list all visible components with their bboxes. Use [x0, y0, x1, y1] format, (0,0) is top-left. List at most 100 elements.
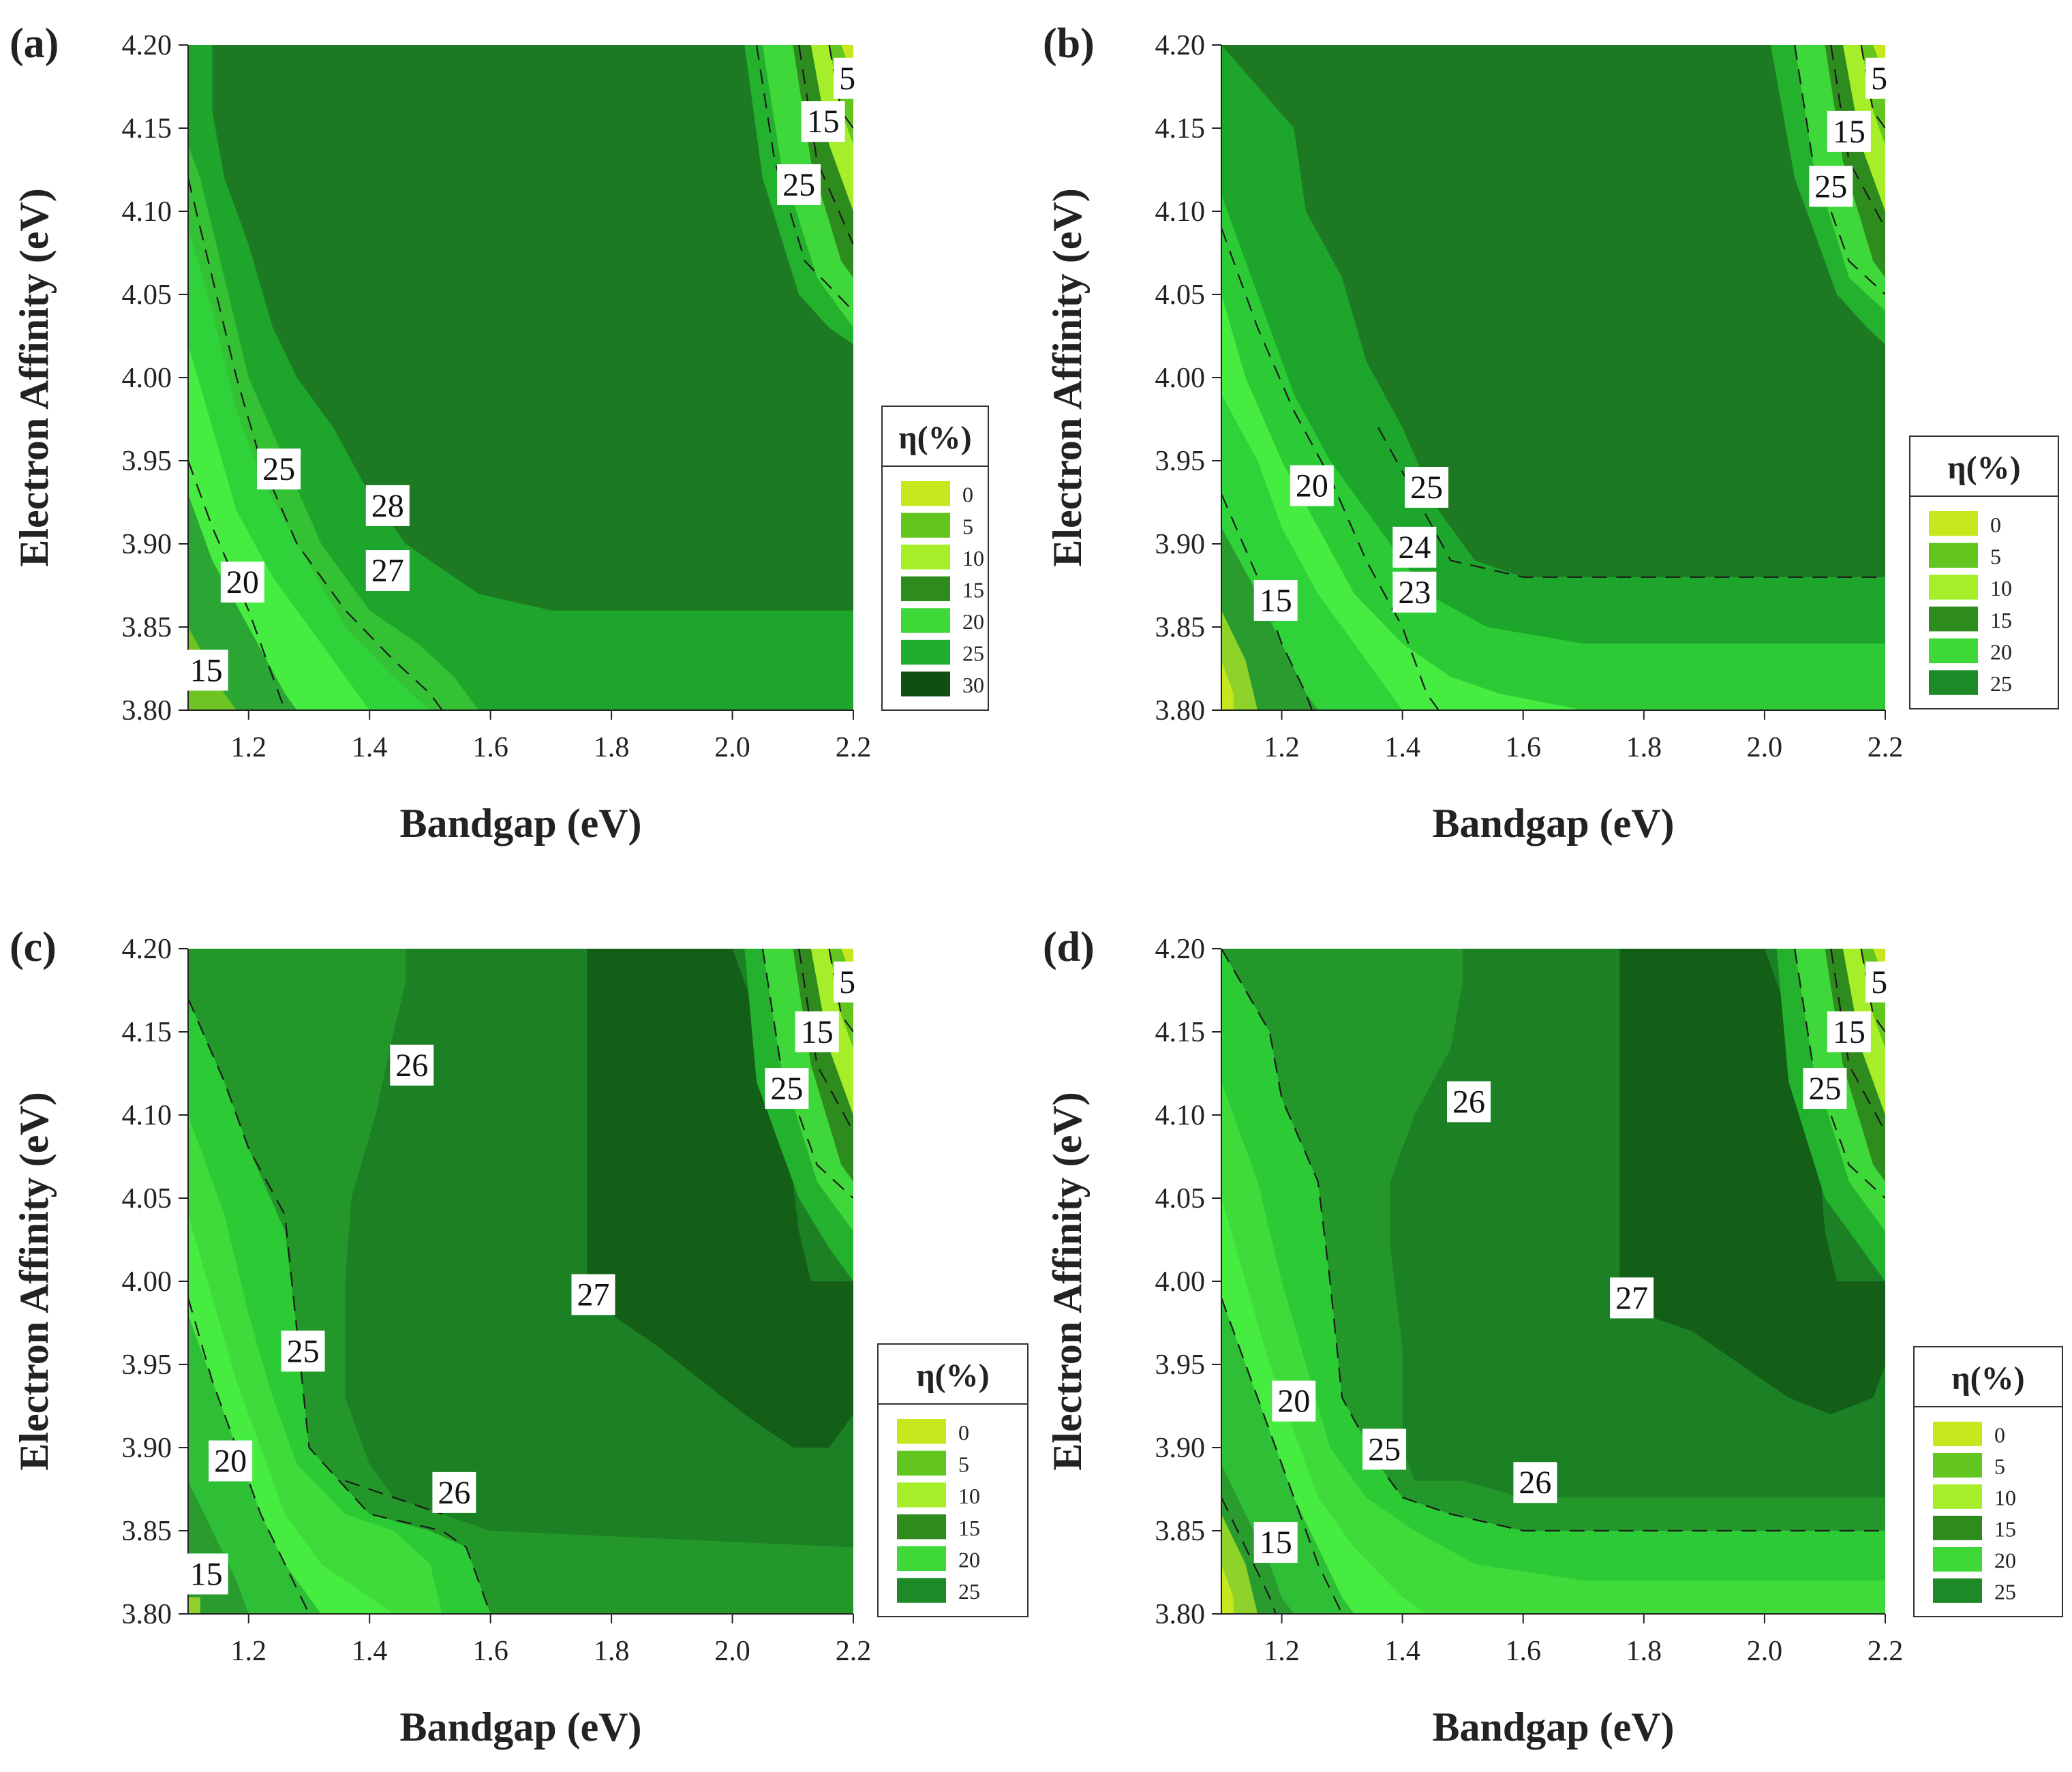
contour-region-7 [1221, 1514, 1258, 1614]
legend-swatch [1933, 1516, 1982, 1540]
contour-line-1 [1221, 1298, 1343, 1614]
contour-label-box [1392, 526, 1437, 568]
contour-value-label: 25 [257, 448, 301, 490]
legend-swatch [1929, 575, 1978, 600]
contour-label-box [1809, 166, 1853, 207]
contour-label-box [390, 1044, 434, 1086]
contour-label-text: 27 [371, 553, 404, 589]
y-tick-label: 3.85 [1155, 612, 1206, 643]
contour-label-text: 25 [770, 1071, 803, 1107]
contour-line-3 [1794, 45, 1885, 295]
legend-label: 25 [962, 641, 984, 666]
x-tick-label: 2.2 [836, 1636, 872, 1667]
legend-label: 15 [962, 577, 984, 602]
legend-label: 10 [958, 1484, 980, 1508]
legend-swatch [897, 1546, 946, 1572]
contour-label-text: 26 [1452, 1084, 1485, 1120]
y-tick-label: 3.80 [122, 695, 172, 727]
y-tick-label: 3.95 [1155, 446, 1206, 477]
x-tick-label: 2.0 [714, 1636, 750, 1667]
y-tick-label: 4.00 [1155, 1266, 1206, 1298]
y-tick-label: 4.20 [1155, 30, 1206, 61]
contour-label-box [1392, 571, 1437, 613]
y-tick-label: 4.10 [1155, 196, 1206, 228]
contour-label-box [257, 448, 301, 490]
contour-label-text: 26 [395, 1048, 428, 1084]
x-tick-label: 2.2 [1868, 1636, 1904, 1667]
legend-label: 10 [962, 546, 984, 570]
legend-swatch [897, 1482, 946, 1508]
y-tick-label: 3.80 [1155, 1599, 1206, 1630]
contour-label-box [281, 1330, 325, 1372]
contour-label-box [834, 961, 862, 1003]
contour-value-label: 23 [1392, 571, 1437, 613]
contour-label-box [1272, 1380, 1316, 1422]
legend-swatch [901, 545, 950, 570]
legend-frame [1913, 1346, 2063, 1617]
contour-label-box [1865, 57, 1893, 99]
contour-value-label: 25 [281, 1330, 325, 1372]
contour-region-1 [1619, 949, 1885, 1415]
contour-label-text: 25 [1808, 1071, 1841, 1107]
legend-swatch [1929, 670, 1978, 695]
x-tick-label: 1.4 [352, 1636, 388, 1667]
contour-value-label: 25 [1362, 1429, 1407, 1470]
x-tick-label: 2.2 [836, 732, 872, 763]
contour-value-label: 15 [1827, 1011, 1871, 1052]
legend-label: 20 [1990, 639, 2012, 664]
contour-label-box [777, 164, 821, 205]
legend-label: 20 [958, 1547, 980, 1572]
contour-value-label: 25 [1803, 1067, 1847, 1109]
legend-frame [877, 1343, 1029, 1617]
contour-region-5 [1221, 610, 1258, 710]
y-tick-label: 3.85 [1155, 1516, 1206, 1547]
legend-label: 0 [1990, 513, 2001, 537]
contour-value-label: 15 [1253, 579, 1298, 621]
contour-label-box [1827, 110, 1871, 152]
contour-line-1 [1221, 493, 1313, 710]
contour-label-text: 15 [1833, 1014, 1865, 1050]
legend-swatch [1929, 511, 1978, 536]
contour-value-label: 26 [1513, 1462, 1557, 1503]
contour-value-label: 20 [1290, 465, 1334, 506]
contour-label-box [834, 57, 862, 99]
y-tick-label: 4.20 [122, 30, 172, 61]
legend-swatch [901, 639, 950, 665]
contour-label-box [1610, 1277, 1654, 1319]
contour-value-label: 27 [571, 1274, 615, 1315]
y-tick-label: 3.95 [122, 1349, 172, 1381]
x-tick-label: 1.8 [1626, 1636, 1662, 1667]
panel-label: (c) [10, 924, 57, 971]
x-tick-label: 1.6 [1505, 732, 1541, 763]
contour-label-text: 25 [1368, 1431, 1401, 1467]
y-tick-label: 3.90 [1155, 1433, 1206, 1464]
x-tick-label: 1.6 [472, 732, 508, 763]
contour-line-0 [188, 177, 443, 710]
contour-label-box [801, 101, 845, 142]
panel-b: 1.2 1.4 1.6 1.8 2.0 2.2 3.80 3.85 3.90 3.95 4.00 4.… [1043, 20, 2059, 846]
contour-label-box [365, 485, 410, 526]
legend-label: 5 [1990, 544, 2001, 568]
panel-c: 1.2 1.4 1.6 1.8 2.0 2.2 3.80 3.85 3.90 3.95 4.00 4.… [10, 924, 1029, 1750]
y-tick-label: 4.15 [122, 113, 172, 144]
contour-value-label: 28 [365, 485, 410, 526]
y-tick-label: 3.85 [122, 612, 172, 643]
legend: η(%) 0 5 10 15 20 25 30 [881, 406, 989, 711]
contour-label-box [1447, 1081, 1491, 1122]
legend-label: 15 [1990, 608, 2012, 632]
y-tick-label: 4.05 [122, 279, 172, 311]
contour-label-text: 5 [1871, 964, 1887, 1000]
contour-label-text: 5 [1871, 61, 1887, 97]
legend-swatch [901, 576, 950, 602]
legend-label: 20 [962, 609, 984, 634]
contour-label-text: 15 [807, 104, 840, 140]
contour-region-6 [1221, 660, 1234, 710]
legend-swatch [897, 1419, 946, 1444]
contour-label-box [432, 1471, 476, 1513]
contour-label-text: 28 [371, 488, 404, 524]
y-tick-label: 4.05 [1155, 1183, 1206, 1215]
contour-value-label: 27 [1610, 1277, 1654, 1319]
contour-line-4 [1794, 949, 1885, 1199]
contour-line-2 [755, 45, 853, 312]
legend-title: η(%) [898, 420, 971, 456]
